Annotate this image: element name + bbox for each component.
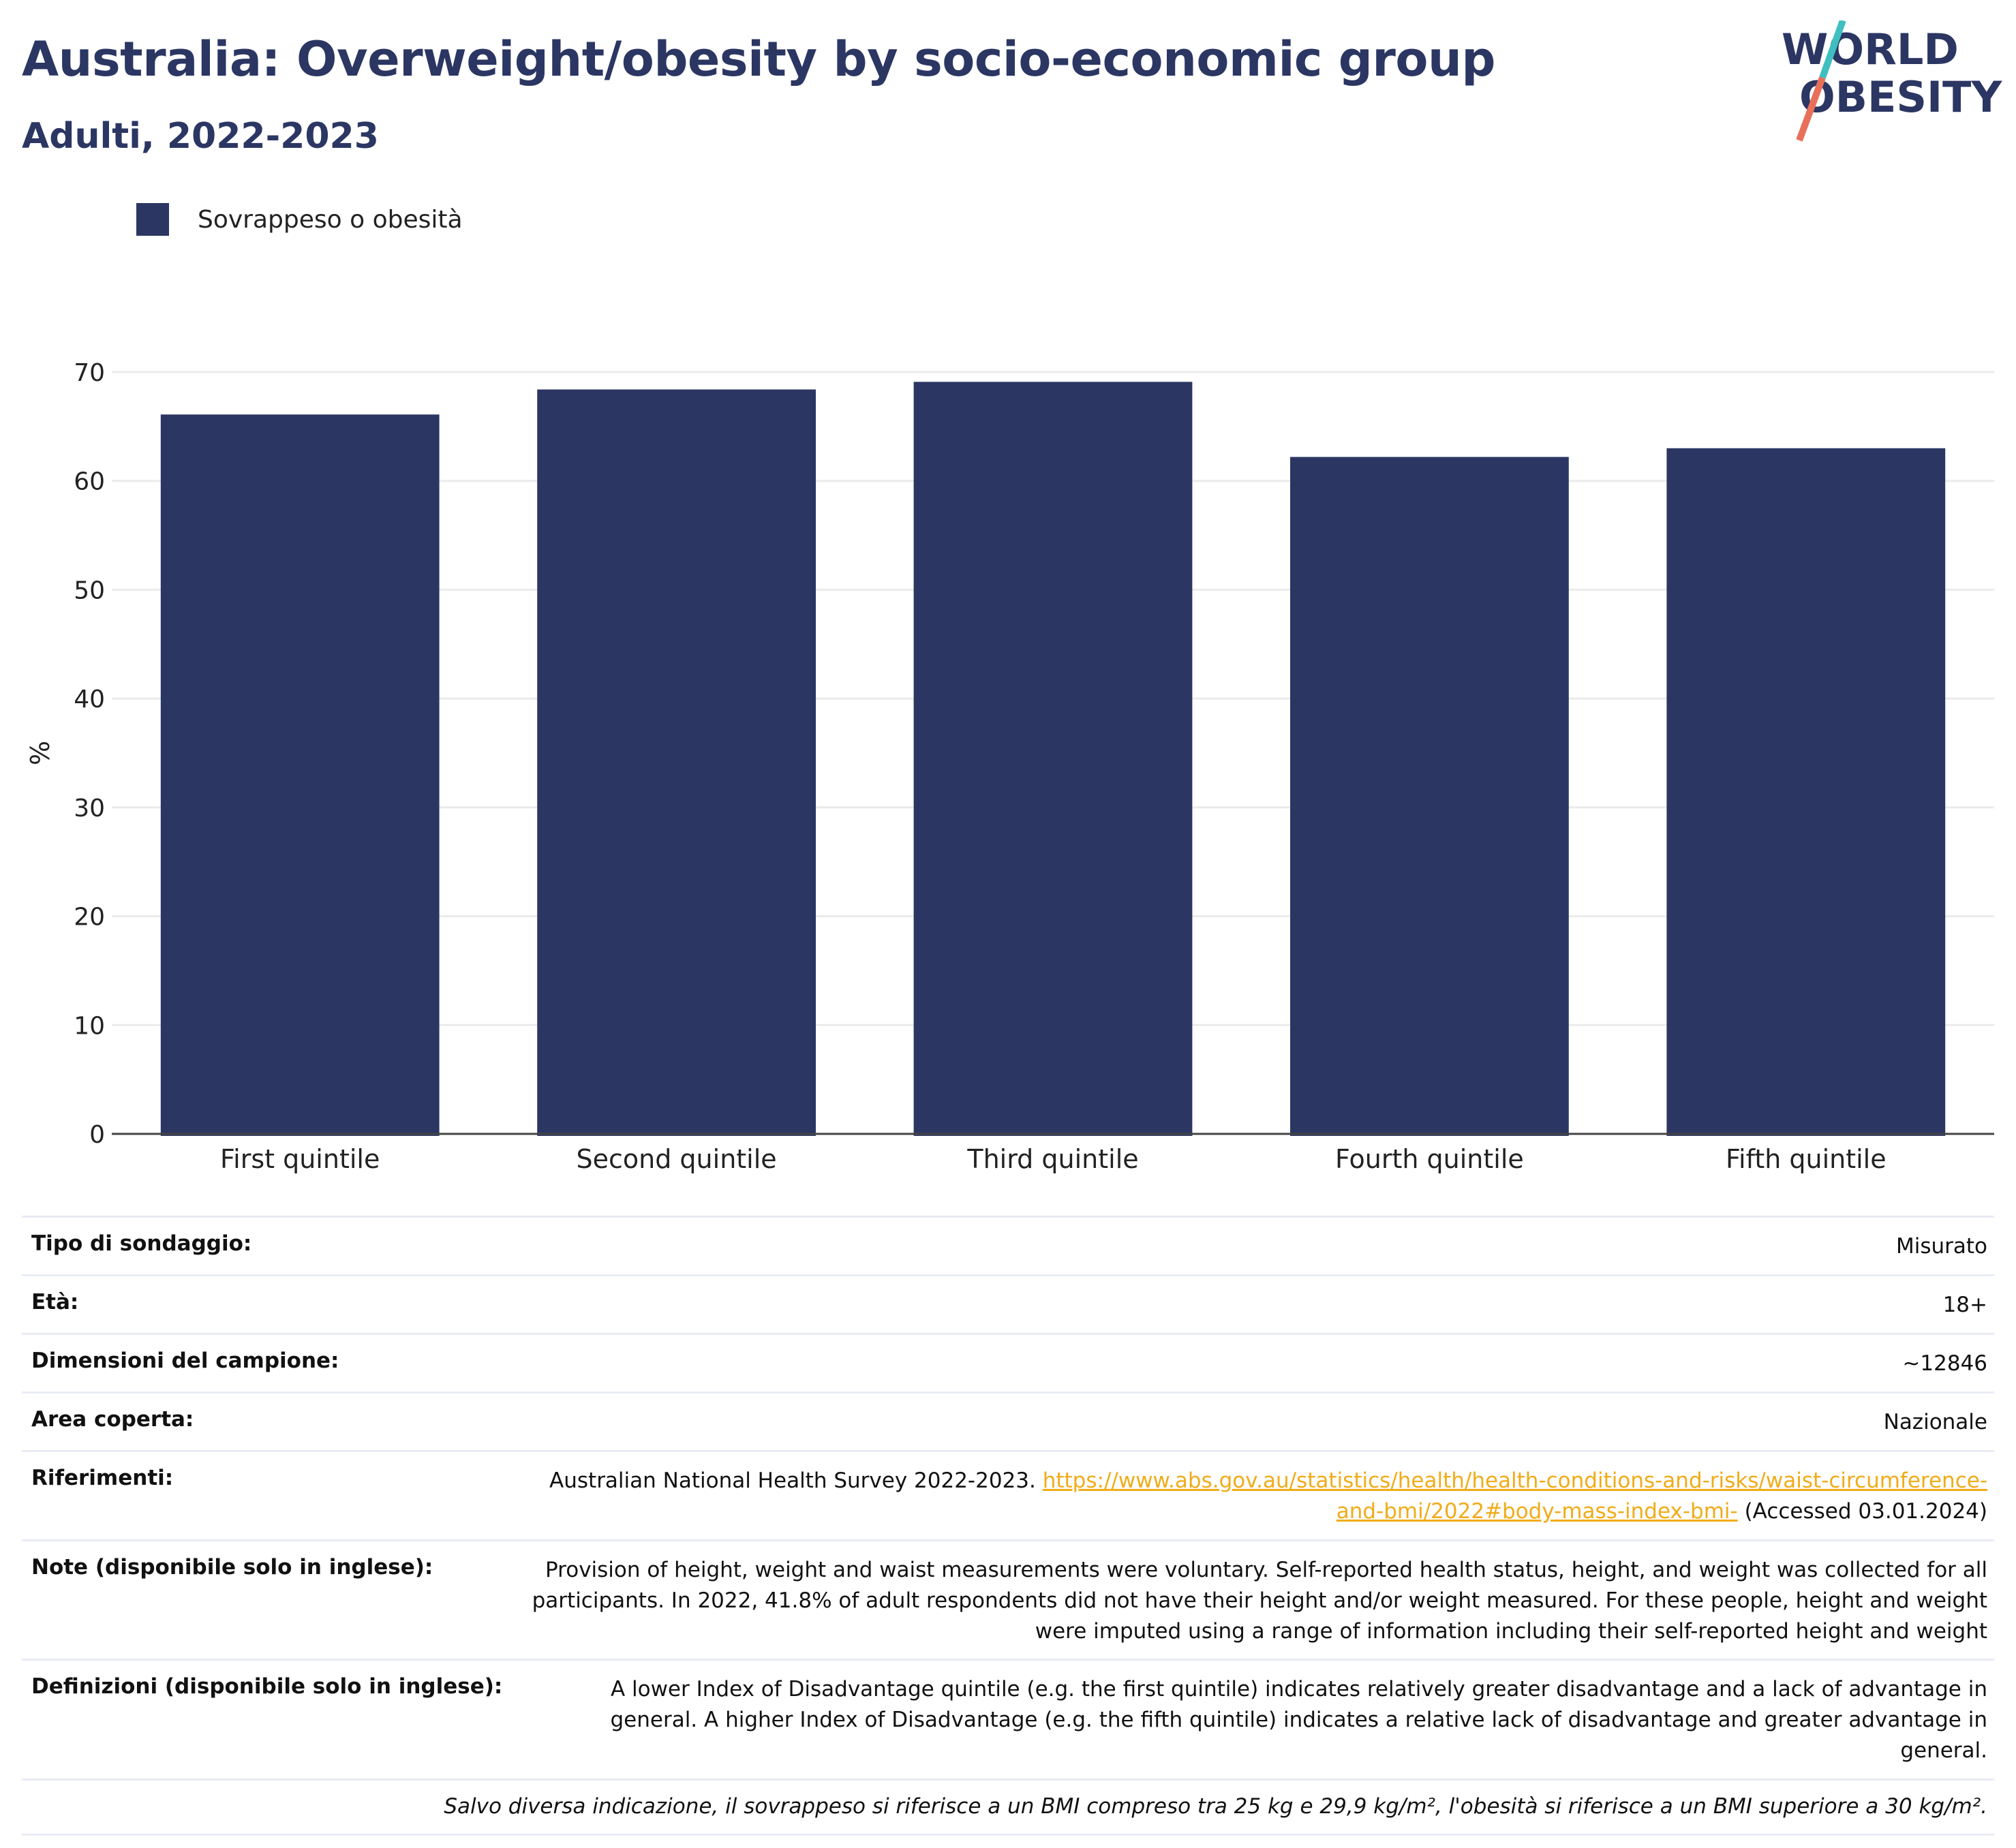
x-tick-label: Second quintile [577, 1144, 777, 1174]
chart-subtitle: Adulti, 2022-2023 [22, 116, 379, 157]
y-tick-label: 40 [74, 686, 105, 713]
info-table: Tipo di sondaggio: Misurato Età: 18+ Dimensi… [22, 1216, 1994, 1836]
info-row-references: Riferimenti: Australian National Health … [22, 1449, 1994, 1539]
bar-third-quintile[interactable] [913, 382, 1193, 1136]
y-tick-label: 60 [74, 468, 105, 496]
reference-link[interactable]: https://www.abs.gov.au/statistics/health… [1042, 1468, 1987, 1524]
info-value: Nazionale [1883, 1409, 1987, 1434]
info-key: Età: [31, 1289, 79, 1314]
bar-second-quintile[interactable] [537, 389, 816, 1137]
info-row: Età: 18+ [22, 1274, 1994, 1333]
y-tick-label: 70 [74, 359, 105, 387]
info-row: Area coperta: Nazionale [22, 1391, 1994, 1450]
legend[interactable]: Sovrappeso o obesità [136, 203, 463, 236]
x-tick-label: Fourth quintile [1335, 1144, 1524, 1174]
info-row: Dimensioni del campione: ~12846 [22, 1332, 1994, 1391]
x-tick-label: Fifth quintile [1726, 1144, 1887, 1174]
info-value: A lower Index of Disadvantage quintile (… [610, 1677, 1987, 1764]
x-axis-ticks: First quintile Second quintile Third quint… [220, 1144, 1887, 1174]
x-tick-label: Third quintile [966, 1144, 1138, 1174]
reference-text: Australian National Health Survey 2022-2… [549, 1468, 1036, 1493]
y-tick-label: 10 [74, 1012, 105, 1040]
bar-fourth-quintile[interactable] [1290, 457, 1569, 1136]
y-axis-label: % [25, 741, 55, 765]
info-key: Riferimenti: [31, 1465, 174, 1490]
info-key: Tipo di sondaggio: [31, 1231, 252, 1256]
info-value: Provision of height, weight and waist me… [532, 1557, 1987, 1644]
y-tick-label: 30 [74, 795, 105, 822]
info-key: Dimensioni del campione: [31, 1348, 339, 1373]
bar-fifth-quintile[interactable] [1666, 448, 1946, 1136]
logo-word-world: WORLD [1782, 25, 1959, 74]
world-obesity-logo: WORLD OBESITY [1782, 20, 2002, 142]
bmi-footnote: Salvo diversa indicazione, il sovrappeso… [22, 1778, 1994, 1836]
info-row-notes: Note (disponibile solo in inglese): Prov… [22, 1539, 1994, 1659]
info-key: Definizioni (disponibile solo in inglese… [31, 1674, 503, 1699]
x-tick-label: First quintile [220, 1144, 380, 1174]
y-axis-ticks: 0 10 20 30 40 50 60 70 [74, 359, 105, 1149]
logo-slash-teal [1819, 20, 1846, 79]
y-tick-label: 20 [74, 904, 105, 931]
reference-accessed: (Accessed 03.01.2024) [1744, 1498, 1987, 1524]
bar-first-quintile[interactable] [160, 414, 440, 1136]
y-tick-label: 0 [89, 1121, 105, 1149]
info-row-definitions: Definizioni (disponibile solo in inglese… [22, 1659, 1994, 1778]
info-value: Australian National Health Survey 2022-2… [529, 1466, 1987, 1527]
info-value: ~12846 [1902, 1351, 1987, 1376]
chart-title: Australia: Overweight/obesity by socio-e… [22, 31, 1495, 87]
bars [160, 382, 1946, 1137]
legend-label: Sovrappeso o obesità [198, 205, 463, 234]
info-key: Area coperta: [31, 1406, 194, 1432]
y-tick-label: 50 [74, 576, 105, 604]
info-value: Misurato [1895, 1234, 1987, 1259]
logo-slash-coral [1796, 76, 1826, 142]
info-key: Note (disponibile solo in inglese): [31, 1554, 433, 1580]
info-value: 18+ [1942, 1292, 1987, 1317]
logo-word-obesity: OBESITY [1799, 72, 2002, 122]
info-row: Tipo di sondaggio: Misurato [22, 1216, 1994, 1274]
bar-chart: 0 10 20 30 40 50 60 70 First quintile Second qui… [25, 359, 1994, 1174]
legend-swatch [136, 203, 169, 236]
